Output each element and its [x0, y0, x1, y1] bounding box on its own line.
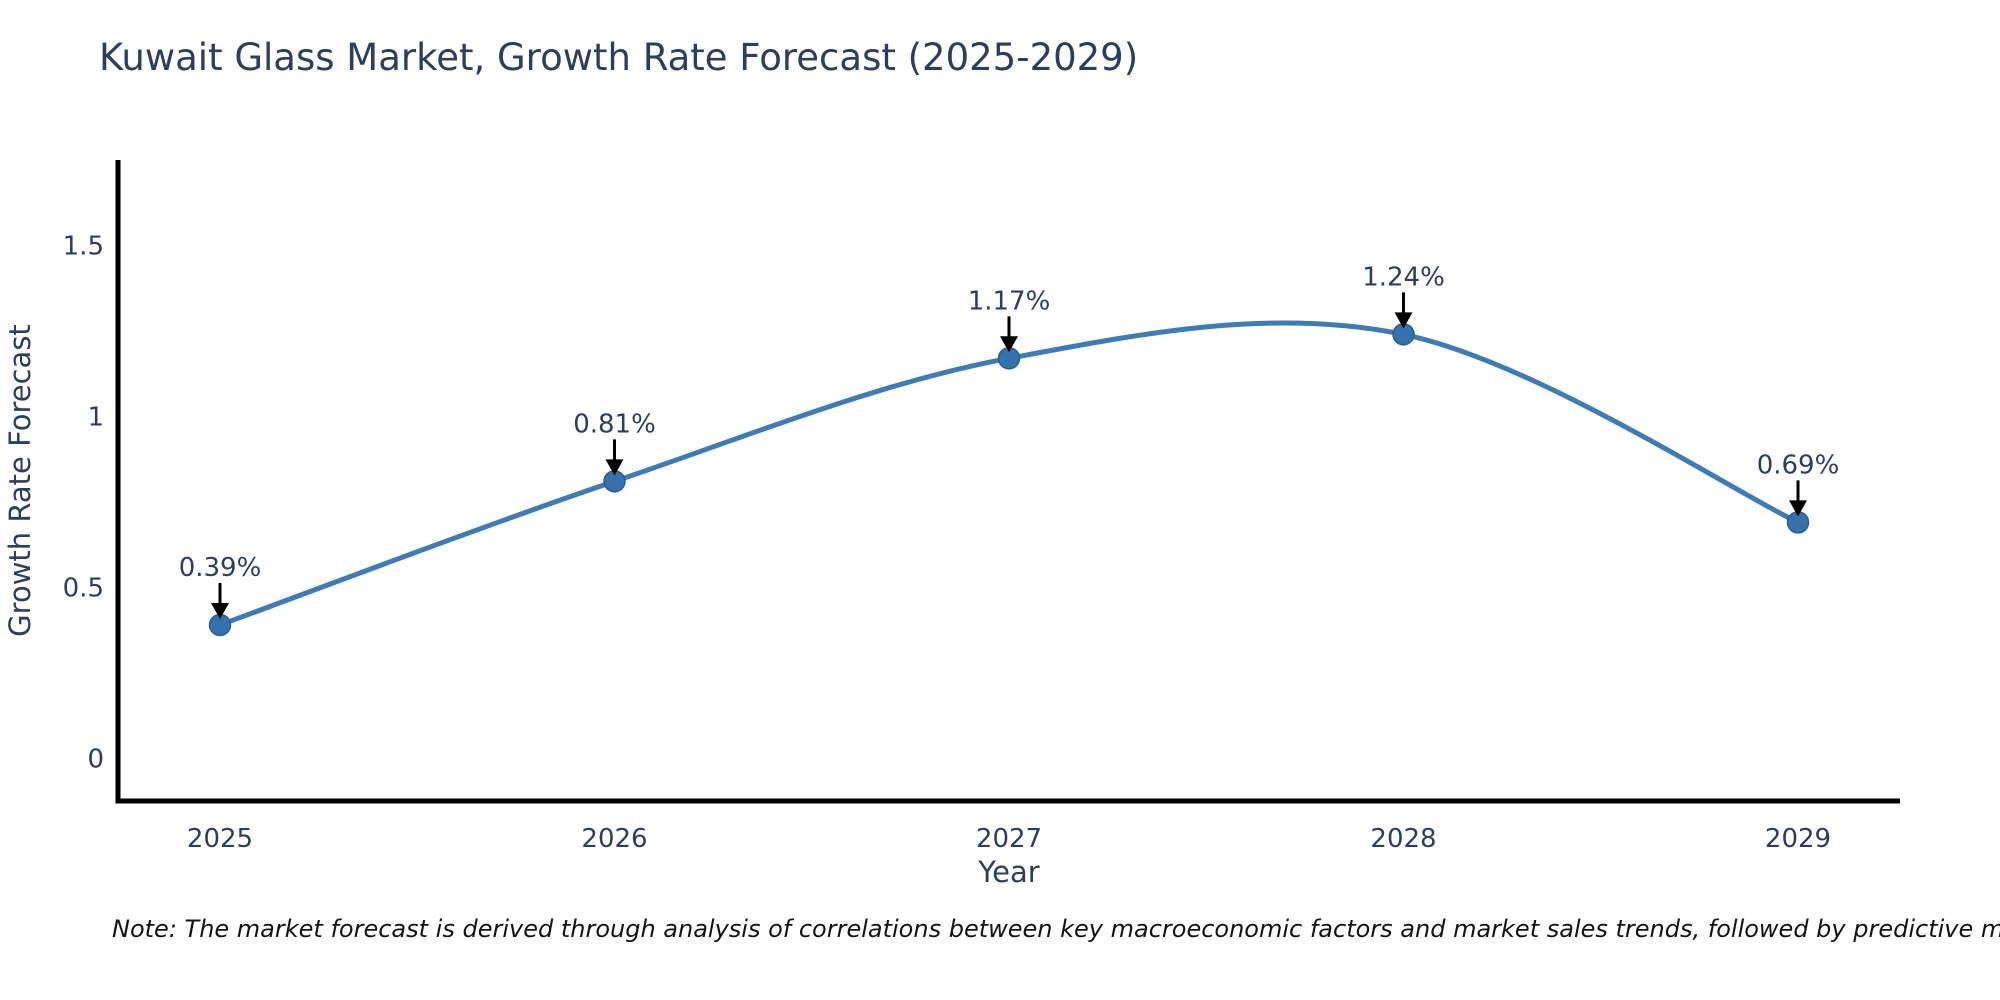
x-tick-label-2025: 2025	[187, 824, 253, 854]
y-tick-label-0.5: 0.5	[63, 573, 104, 603]
annotation-arrow-head	[605, 459, 624, 476]
point-label-2025: 0.39%	[179, 553, 262, 583]
y-tick-label-1.5: 1.5	[63, 232, 104, 262]
point-label-2028: 1.24%	[1362, 262, 1445, 292]
y-axis-title: Growth Rate Forecast	[3, 324, 37, 637]
annotation-arrow-head	[211, 602, 229, 619]
y-tick-label-1: 1	[87, 403, 104, 433]
point-label-2026: 0.81%	[573, 409, 656, 439]
footnote: Note: The market forecast is derived thr…	[112, 915, 2000, 943]
y-tick-label-0: 0	[87, 744, 104, 774]
annotation-arrow-head	[1000, 336, 1018, 353]
x-tick-label-2026: 2026	[581, 824, 647, 854]
x-axis-title: Year	[977, 855, 1039, 889]
x-tick-label-2027: 2027	[976, 824, 1042, 854]
annotation-arrow-head	[1394, 312, 1413, 329]
x-tick-label-2029: 2029	[1765, 824, 1831, 854]
x-tick-label-2028: 2028	[1370, 824, 1436, 854]
point-label-2029: 0.69%	[1757, 450, 1840, 480]
annotation-arrow-head	[1789, 500, 1807, 517]
point-label-2027: 1.17%	[968, 286, 1051, 316]
chart-title: Kuwait Glass Market, Growth Rate Forecas…	[99, 36, 1139, 79]
